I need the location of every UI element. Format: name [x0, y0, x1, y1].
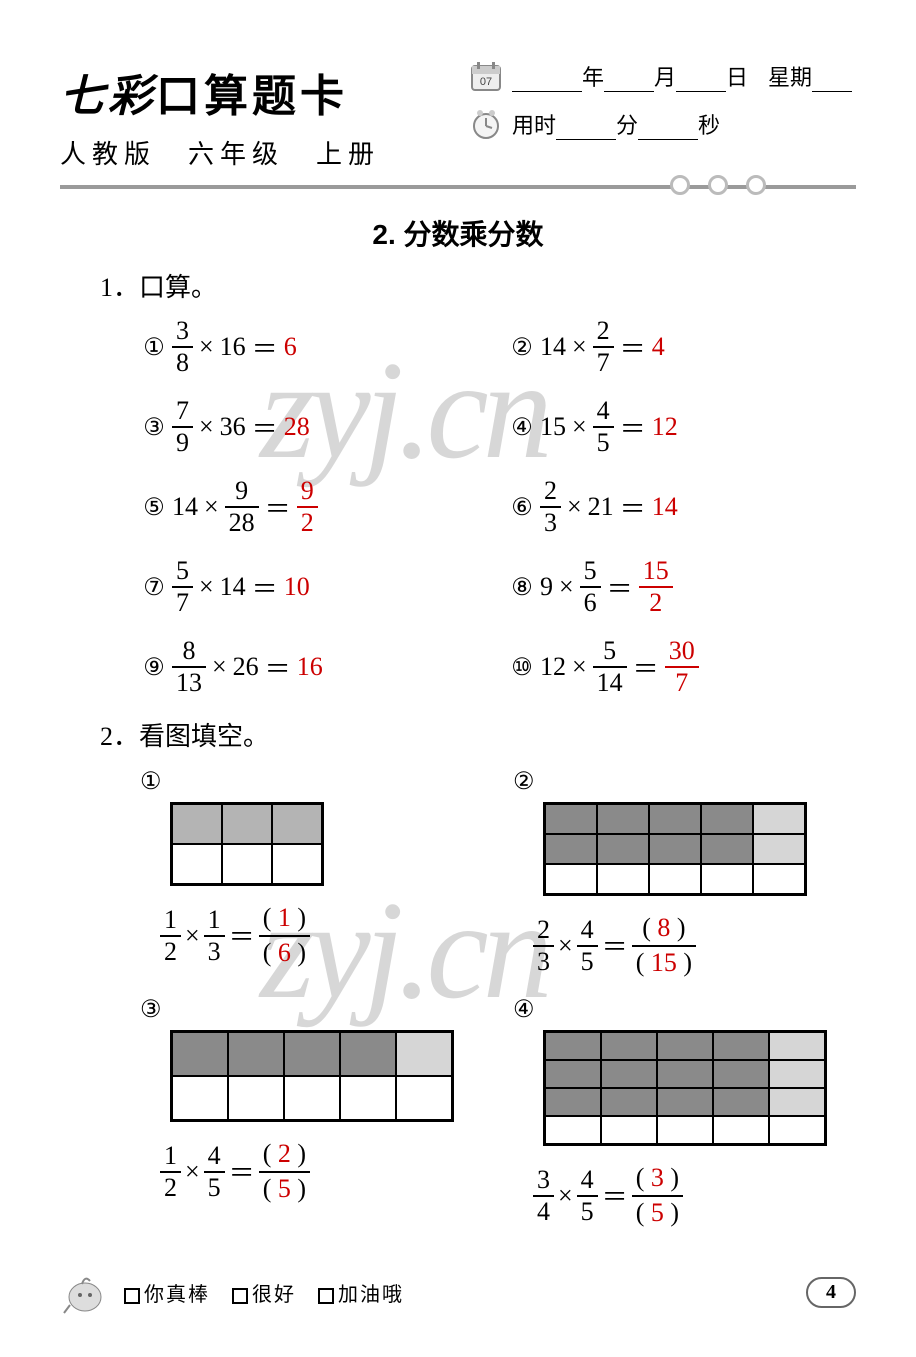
answer: ( 8 )( 15 )	[632, 914, 696, 977]
q2-item: ① 12×13＝( 1 )( 6 )	[140, 767, 483, 977]
fraction-diagram	[543, 1030, 827, 1146]
q1-item: ⑤14×928＝92	[140, 478, 488, 536]
expression: 15×45＝12	[540, 398, 678, 456]
q1-item: ①38×16＝6	[140, 318, 488, 376]
answer: ( 1 )( 6 )	[259, 904, 310, 967]
item-number: ③	[140, 995, 483, 1024]
q1-item: ⑧9×56＝152	[508, 558, 856, 616]
answer: 92	[297, 478, 318, 536]
answer: 28	[284, 412, 310, 442]
q2-grid: ① 12×13＝( 1 )( 6 ) ② 23×45＝( 8 )( 15 ) ③ 12×4…	[140, 767, 856, 1227]
expression: 813×26＝16	[172, 638, 323, 696]
q1-item: ⑨813×26＝16	[140, 638, 488, 696]
item-number: ④	[513, 995, 856, 1024]
time-row: 用时 分 秒	[470, 108, 856, 140]
item-number: ⑦	[140, 573, 168, 602]
brand-title: 七彩口算题卡	[60, 60, 460, 124]
item-number: ⑩	[508, 653, 536, 682]
q2-item: ② 23×45＝( 8 )( 15 )	[513, 767, 856, 977]
q1-grid: ①38×16＝6 ②14×27＝4 ③79×36＝28 ④15×45＝12 ⑤14×92…	[140, 318, 856, 696]
expression: 14×928＝92	[172, 478, 318, 536]
q2-item: ③ 12×45＝( 2 )( 5 )	[140, 995, 483, 1227]
mascot-icon	[60, 1267, 110, 1317]
subtitle: 人教版 六年级 上册	[60, 134, 460, 171]
page-number: 4	[806, 1277, 856, 1308]
divider	[60, 185, 856, 189]
answer: ( 2 )( 5 )	[259, 1140, 310, 1203]
expression: 23×45＝( 8 )( 15 )	[533, 914, 856, 977]
answer: 12	[652, 412, 678, 442]
checkbox-icon	[124, 1288, 140, 1304]
check-label: 很好	[252, 1284, 318, 1306]
expression: 23×21＝14	[540, 478, 678, 536]
checkbox-icon	[232, 1288, 248, 1304]
expression: 12×13＝( 1 )( 6 )	[160, 904, 483, 967]
answer: 14	[652, 492, 678, 522]
item-number: ④	[508, 413, 536, 442]
answer: 152	[639, 558, 673, 616]
item-number: ⑧	[508, 573, 536, 602]
answer: 16	[297, 652, 323, 682]
fraction-diagram	[543, 802, 807, 896]
expression: 12×45＝( 2 )( 5 )	[160, 1140, 483, 1203]
answer: 307	[665, 638, 699, 696]
checkbox-icon	[318, 1288, 334, 1304]
item-number: ②	[508, 333, 536, 362]
q1-item: ⑦57×14＝10	[140, 558, 488, 616]
expression: 34×45＝( 3 )( 5 )	[533, 1164, 856, 1227]
expression: 79×36＝28	[172, 398, 310, 456]
answer: 4	[652, 332, 665, 362]
item-number: ①	[140, 333, 168, 362]
item-number: ⑨	[140, 653, 168, 682]
q1-item: ②14×27＝4	[508, 318, 856, 376]
q2-item: ④ 34×45＝( 3 )( 5 )	[513, 995, 856, 1227]
answer: 6	[284, 332, 297, 362]
q2-heading: 2．看图填空。	[100, 716, 856, 753]
expression: 9×56＝152	[540, 558, 673, 616]
section-title: 2. 分数乘分数	[60, 213, 856, 253]
answer: 10	[284, 572, 310, 602]
page-footer: 你真棒 很好 加油哦 4	[60, 1267, 856, 1317]
q1-item: ③79×36＝28	[140, 398, 488, 456]
answer: ( 3 )( 5 )	[632, 1164, 683, 1227]
page-header: 七彩口算题卡 人教版 六年级 上册 07 年 月 日 星期	[60, 60, 856, 171]
q1-heading: 1．口算。	[100, 267, 856, 304]
expression: 12×514＝307	[540, 638, 699, 696]
clock-icon	[470, 108, 502, 140]
date-row: 07 年 月 日 星期	[470, 60, 856, 92]
q1-item: ④15×45＝12	[508, 398, 856, 456]
item-number: ⑤	[140, 493, 168, 522]
q1-item: ⑩12×514＝307	[508, 638, 856, 696]
q1-item: ⑥23×21＝14	[508, 478, 856, 536]
expression: 57×14＝10	[172, 558, 310, 616]
fraction-diagram	[170, 802, 324, 886]
expression: 14×27＝4	[540, 318, 665, 376]
check-label: 你真棒	[144, 1284, 232, 1306]
footer-checks: 你真棒 很好 加油哦	[124, 1278, 426, 1307]
svg-text:07: 07	[480, 76, 492, 88]
item-number: ③	[140, 413, 168, 442]
item-number: ②	[513, 767, 856, 796]
item-number: ①	[140, 767, 483, 796]
expression: 38×16＝6	[172, 318, 297, 376]
fraction-diagram	[170, 1030, 454, 1122]
item-number: ⑥	[508, 493, 536, 522]
check-label: 加油哦	[338, 1284, 426, 1306]
calendar-icon: 07	[470, 60, 502, 92]
